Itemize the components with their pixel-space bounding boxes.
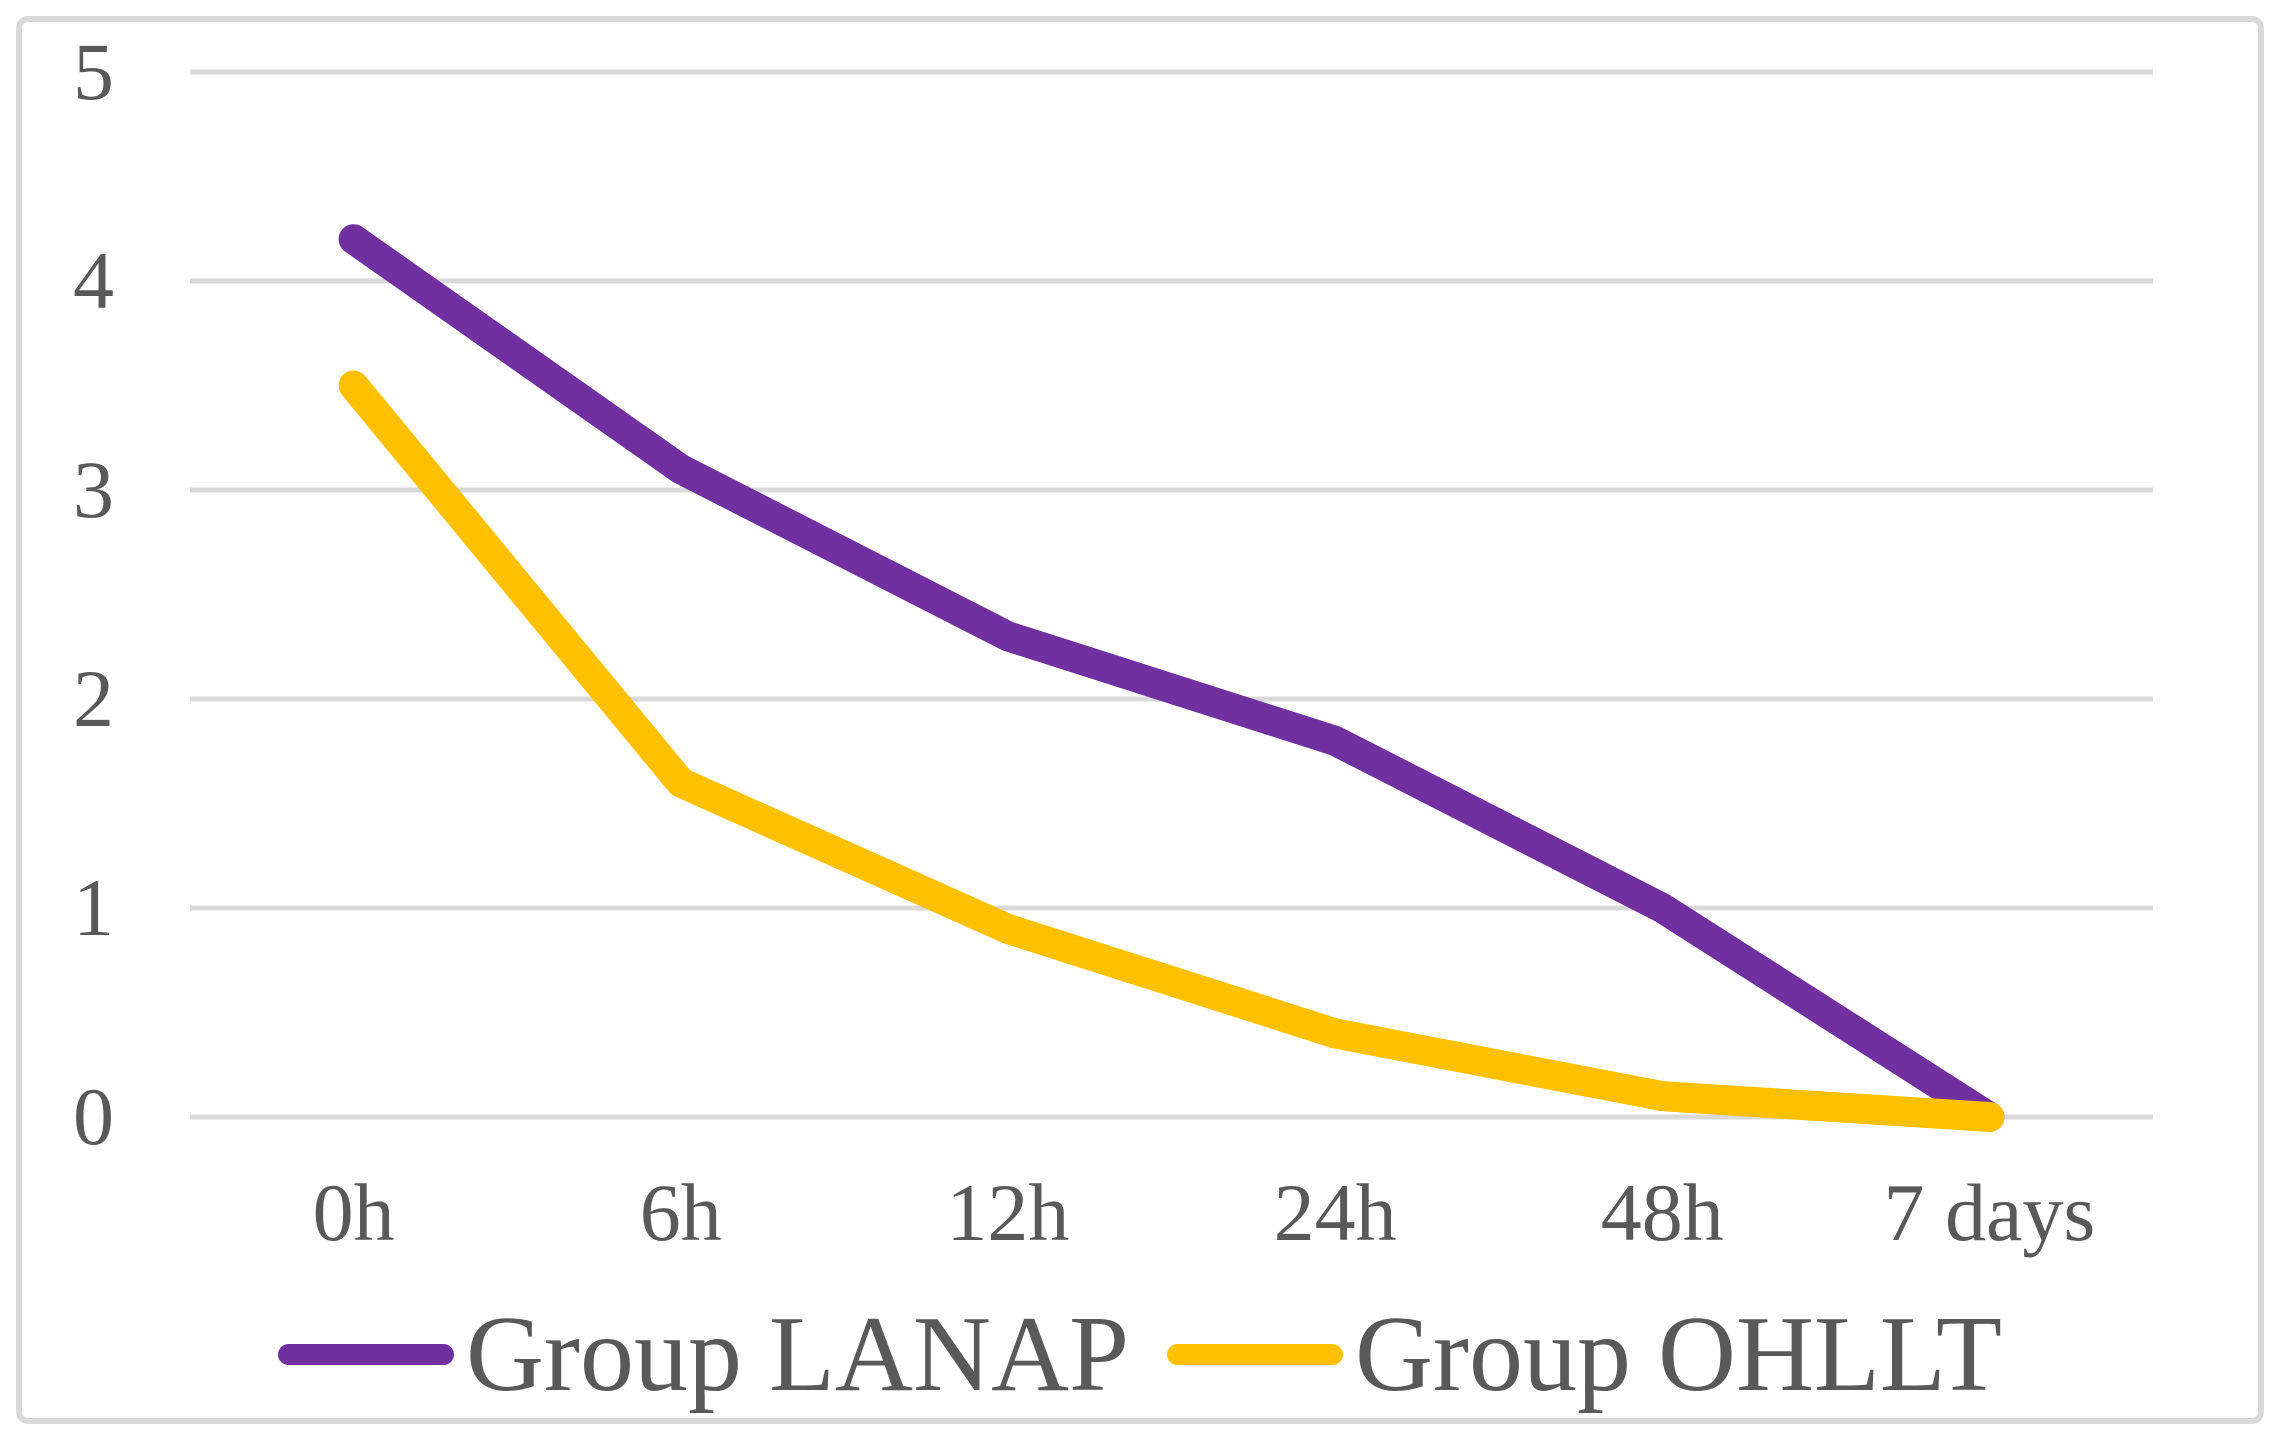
- ohllt-line-swatch: [1167, 1344, 1344, 1365]
- y-tick-label: 5: [73, 26, 114, 117]
- lanap-line-swatch: [278, 1344, 455, 1365]
- legend-item-ohllt: Group OHLLT: [1167, 1294, 2002, 1414]
- chart-legend: Group LANAP Group OHLLT: [0, 1282, 2280, 1427]
- x-tick-label: 24h: [1273, 1167, 1397, 1258]
- series-line-0: [338, 224, 2005, 1132]
- y-tick-label: 0: [73, 1071, 114, 1162]
- x-tick-label: 48h: [1600, 1167, 1724, 1258]
- legend-item-lanap: Group LANAP: [278, 1294, 1130, 1414]
- x-tick-label: 7 days: [1883, 1167, 2096, 1258]
- x-tick-label: 0h: [312, 1167, 395, 1258]
- legend-label-ohllt: Group OHLLT: [1355, 1294, 2002, 1414]
- x-tick-label: 12h: [946, 1167, 1070, 1258]
- x-tick-label: 6h: [639, 1167, 722, 1258]
- y-tick-label: 2: [73, 653, 114, 744]
- y-tick-label: 3: [73, 444, 114, 535]
- y-tick-label: 1: [73, 862, 114, 953]
- chart-border-frame: [16, 16, 2264, 1424]
- series-line-1: [338, 370, 2005, 1132]
- legend-label-lanap: Group LANAP: [466, 1294, 1130, 1414]
- y-tick-label: 4: [73, 235, 114, 326]
